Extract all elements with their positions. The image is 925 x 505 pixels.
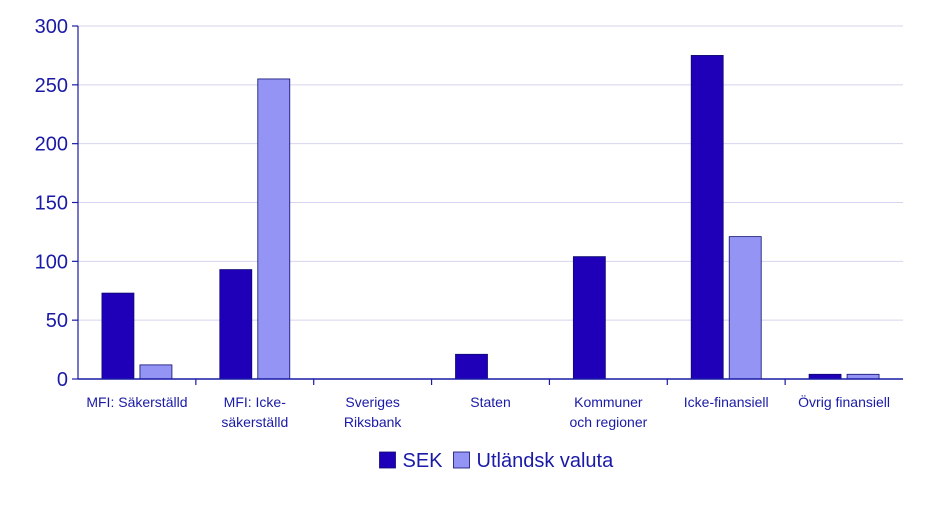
bar-sek-4	[572, 256, 606, 380]
bar-sek-3	[455, 353, 488, 380]
legend: SEK Utländsk valuta	[379, 450, 615, 472]
x-tick-label: Övrig finansiell	[798, 393, 890, 410]
y-tick-label: 250	[35, 75, 68, 97]
y-tick-label: 300	[35, 16, 68, 38]
bar-sek-5	[690, 55, 724, 380]
x-tick-label: MFI: Icke-säkerställd	[221, 394, 288, 430]
x-tick-label: Icke-finansiell	[684, 394, 769, 410]
gridlines	[78, 25, 903, 321]
legend-label: Utländsk valuta	[477, 450, 615, 472]
bar-sek-1	[219, 269, 253, 380]
legend-swatch-utländsk-valuta	[453, 451, 470, 469]
y-tick-label: 50	[46, 310, 68, 332]
x-tick-label: Sveriges Riksbank	[344, 394, 403, 430]
legend-swatch-sek	[379, 451, 396, 469]
x-tick-label: Kommuner och regioner	[569, 394, 647, 430]
y-tick-label: 0	[57, 369, 68, 391]
y-tick-label: 200	[35, 134, 68, 156]
bar-utländsk-valuta-0	[139, 364, 173, 380]
bar-utländsk-valuta-1	[257, 78, 291, 380]
bar-utländsk-valuta-5	[728, 236, 762, 380]
axes: 0 50 100 150 200 250 300 MFI: Säkerställd MFI: I…	[35, 16, 903, 430]
bar-sek-0	[101, 292, 135, 380]
legend-label: SEK	[403, 450, 444, 472]
x-tick-label: Staten	[470, 394, 510, 410]
bars	[101, 55, 880, 380]
y-tick-label: 150	[35, 193, 68, 215]
x-tick-label: MFI: Säkerställd	[86, 394, 187, 410]
y-tick-label: 100	[35, 251, 68, 273]
